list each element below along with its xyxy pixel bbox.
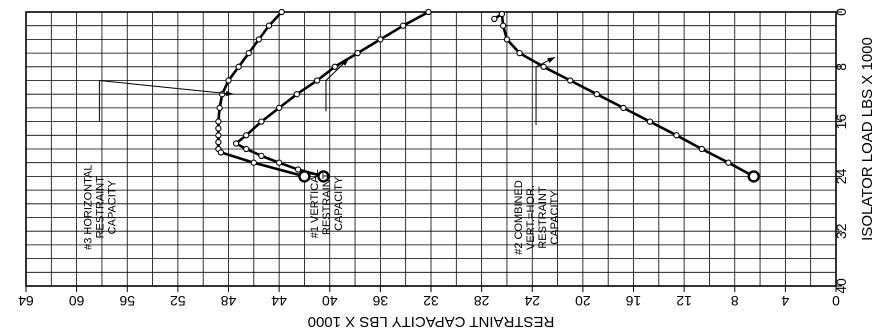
data-point-s2 — [698, 145, 705, 153]
x-tick-label: 48 — [221, 293, 237, 309]
x-tick-label: 28 — [474, 293, 490, 309]
data-point-s3 — [250, 159, 257, 166]
data-point-s2 — [567, 77, 574, 84]
y-tick-label: 8 — [833, 63, 849, 71]
y-axis-title: ISOLATOR LOAD LBS X 1000 — [859, 37, 876, 241]
data-point-s2 — [725, 159, 732, 166]
annotation-a3: #3 HORIZONTAL RESTRAINT CAPACITY — [82, 165, 118, 250]
data-point-s2 — [593, 91, 600, 98]
annotation-line: RESTRAINT — [94, 176, 106, 239]
data-point-s3 — [278, 8, 285, 16]
x-tick-label: 36 — [372, 293, 388, 309]
x-tick-label: 60 — [69, 293, 85, 309]
series-line-s1 — [234, 10, 430, 178]
x-tick-label: 12 — [676, 293, 692, 309]
annotation-line: CAPACITY — [333, 176, 345, 231]
data-point-s2 — [516, 49, 523, 57]
annotations: #1 VERTICAL RESTRAINT CAPACITY #2 COMBINED V… — [82, 165, 561, 255]
data-point-s1 — [243, 145, 250, 153]
x-tick-label: 52 — [170, 293, 186, 309]
data-point-s1 — [258, 152, 265, 160]
end-marker-s3 — [298, 170, 311, 183]
data-point-s3 — [215, 132, 222, 139]
annotation-line: CAPACITY — [106, 179, 118, 234]
data-point-s2 — [620, 104, 627, 112]
y-tick-label: 0 — [833, 8, 849, 16]
x-tick-label: 4 — [781, 293, 789, 309]
end-marker-s2 — [747, 170, 760, 183]
y-axis-ticks: 0 8 16 24 32 40 — [833, 8, 849, 294]
x-tick-label: 8 — [731, 293, 739, 309]
x-tick-label: 24 — [524, 293, 540, 309]
data-point-s2 — [503, 36, 511, 43]
data-point-s1 — [258, 118, 265, 125]
x-tick-label: 40 — [322, 293, 338, 309]
annotation-line: RESTRAINT — [537, 186, 549, 249]
x-tick-label: 16 — [626, 293, 642, 309]
leader-a1 — [325, 58, 350, 112]
y-tick-label: 24 — [833, 168, 849, 184]
annotation-line: RESTRAINT — [321, 172, 333, 235]
x-tick-label: 0 — [832, 293, 840, 309]
y-tick-label: 32 — [833, 223, 849, 239]
data-point-s2 — [499, 22, 507, 29]
data-point-s1 — [425, 8, 432, 16]
data-point-s1 — [275, 104, 283, 112]
annotation-line: #2 COMBINED — [513, 180, 525, 255]
x-tick-label: 20 — [575, 293, 591, 309]
data-point-s2 — [673, 132, 680, 139]
leader-arrow-a3 — [225, 90, 234, 97]
data-point-s3 — [215, 125, 222, 132]
data-point-s1 — [275, 159, 283, 166]
data-point-s2 — [491, 15, 498, 23]
data-point-s3 — [216, 104, 223, 112]
data-point-s2 — [540, 63, 547, 70]
data-point-s1 — [377, 36, 384, 43]
annotation-a1: #1 VERTICAL RESTRAINT CAPACITY — [309, 169, 345, 238]
data-point-s3 — [217, 149, 225, 156]
data-point-s3 — [225, 77, 232, 84]
data-point-s2 — [498, 10, 506, 18]
data-point-s1 — [294, 166, 302, 173]
series-line-s2 — [493, 12, 755, 178]
annotation-line: #3 HORIZONTAL — [82, 165, 94, 250]
data-point-s1 — [400, 22, 407, 29]
annotation-line: #1 VERTICAL — [309, 169, 321, 238]
x-tick-label: 64 — [18, 293, 34, 309]
grid — [25, 11, 837, 287]
annotation-leaders — [98, 56, 556, 126]
x-tick-label: 32 — [423, 293, 439, 309]
y-tick-label: 40 — [833, 278, 849, 294]
data-point-s3 — [245, 49, 252, 57]
end-marker-s1 — [317, 170, 330, 183]
data-point-s3 — [215, 118, 222, 125]
x-axis-ticks: 64 60 56 52 48 44 40 36 32 28 24 20 16 12 8 4 0 — [18, 286, 840, 309]
data-point-s2 — [646, 118, 654, 125]
data-point-s1 — [293, 91, 300, 98]
leader-a3 — [98, 79, 234, 122]
series-group — [215, 8, 760, 183]
annotation-line: VERT.=HOR. — [525, 185, 537, 250]
y-tick-label: 16 — [833, 114, 849, 130]
data-point-s3 — [215, 139, 222, 146]
data-point-s1 — [313, 77, 321, 84]
annotation-line: CAPACITY — [549, 190, 561, 245]
leader-arrow-a2 — [547, 57, 556, 64]
data-point-s3 — [255, 36, 263, 43]
leader-arrow-a1 — [341, 58, 349, 66]
data-point-s1 — [232, 140, 240, 147]
data-point-s1 — [331, 63, 338, 70]
data-point-s3 — [265, 22, 273, 29]
annotation-a2: #2 COMBINED VERT.=HOR. RESTRAINT CAPACITY — [513, 180, 561, 255]
data-point-s1 — [243, 132, 250, 139]
x-axis-title: RESTRAINT CAPACITY LBS X 1000 — [308, 313, 555, 330]
x-tick-label: 56 — [119, 293, 135, 309]
x-tick-label: 44 — [271, 293, 287, 309]
data-point-s1 — [354, 49, 361, 57]
data-point-s3 — [235, 63, 242, 70]
